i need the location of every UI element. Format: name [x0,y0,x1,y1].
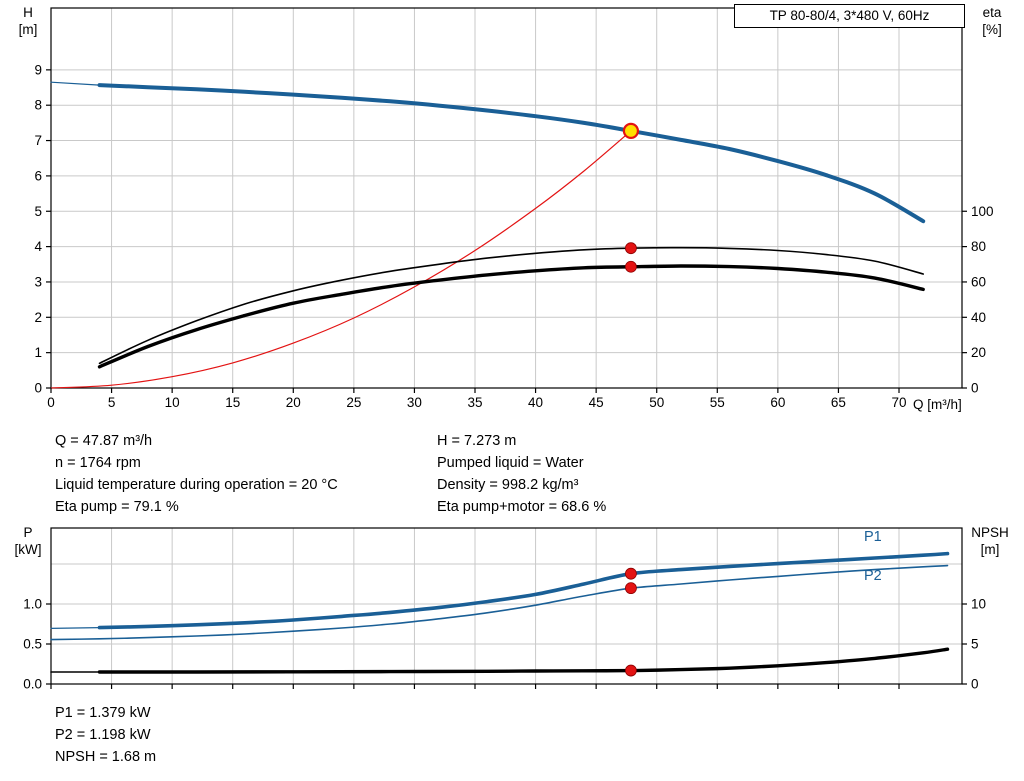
x-tick-label: 5 [108,395,116,410]
x-tick-label: 15 [225,395,240,410]
eta-pump-dot-marker [625,242,637,255]
plot-frame [50,7,963,389]
x-tick-label: 55 [710,395,725,410]
x-tick-label: 35 [467,395,482,410]
y-tick-label-left: 6 [34,168,42,183]
p1-curve-label: P1 [864,529,882,545]
y-tick-label-left: 0.0 [23,677,42,692]
curve-p2-curve [50,564,949,641]
y-tick-label-right: 80 [971,239,986,254]
duty-point-marker[interactable] [622,122,640,140]
y-tick-label-left: 4 [34,239,42,254]
y-tick-label-left: 0.5 [23,637,42,652]
p1-dot-marker [625,567,637,580]
info-speed: n = 1764 rpm [55,455,141,471]
y-tick-label-right: 40 [971,310,986,325]
y-tick-label-left: 2 [34,310,42,325]
head-axis-title: H [m] [8,4,48,38]
x-tick-label: 60 [770,395,785,410]
npsh-axis-title-unit: [m] [980,542,1000,557]
x-tick-label: 25 [346,395,361,410]
npsh-axis-title: NPSH [m] [960,524,1020,558]
p2-dot-marker [625,582,637,595]
curve-head-curve-lead [50,81,101,86]
x-tick-label: 50 [649,395,664,410]
y-tick-label-left: 1.0 [23,597,42,612]
x-tick-label: 65 [831,395,846,410]
power-axis-title: P [kW] [8,524,48,558]
plot-frame [50,527,963,685]
power-result-block: P1 = 1.379 kW P2 = 1.198 kW NPSH = 1.68 … [55,702,156,768]
y-tick-label-left: 1 [34,345,42,360]
curve-eta-pump-motor-curve [97,264,925,369]
eta-axis-title-unit: [%] [982,22,1002,37]
x-tick-label: 20 [286,395,301,410]
info-liquid-temperature: Liquid temperature during operation = 20… [55,477,338,493]
y-tick-label-right: 100 [971,204,994,219]
x-tick-label: 40 [528,395,543,410]
duty-info-right-column: H = 7.273 m Pumped liquid = Water Densit… [437,430,606,518]
x-tick-label: 0 [47,395,55,410]
y-tick-label-right: 5 [971,637,979,652]
duty-info-left-column: Q = 47.87 m³/h n = 1764 rpm Liquid tempe… [55,430,338,518]
flow-axis-title: Q [m³/h] [913,397,962,412]
info-pumped-liquid: Pumped liquid = Water [437,455,584,471]
result-p1: P1 = 1.379 kW [55,705,151,721]
npsh-axis-title-symbol: NPSH [971,525,1009,540]
y-tick-label-right: 20 [971,345,986,360]
eta-axis-title: eta [%] [970,4,1014,38]
eta-pump-motor-dot-marker [625,260,637,273]
x-tick-label: 30 [407,395,422,410]
y-tick-label-right: 0 [971,677,979,692]
y-tick-label-left: 8 [34,98,42,113]
y-tick-label-left: 3 [34,274,42,289]
pump-model-box: TP 80-80/4, 3*480 V, 60Hz [734,4,965,28]
x-tick-label: 10 [165,395,180,410]
info-density: Density = 998.2 kg/m³ [437,477,579,493]
eta-axis-title-symbol: eta [982,5,1002,20]
curve-head-curve [97,83,926,224]
head-axis-title-symbol: H [23,5,33,20]
p2-curve-label: P2 [864,568,882,584]
y-tick-label-right: 10 [971,597,986,612]
y-tick-label-left: 9 [34,62,42,77]
curve-npsh-curve [97,647,950,674]
curve-p1-curve [97,551,950,630]
curve-eta-pump-curve [98,246,924,365]
npsh-dot-marker [625,664,637,677]
info-flow: Q = 47.87 m³/h [55,433,153,449]
curve-p1-curve-lead [50,627,101,629]
head-axis-title-unit: [m] [18,22,38,37]
x-tick-label: 45 [589,395,604,410]
y-tick-label-left: 7 [34,133,42,148]
y-tick-label-left: 0 [34,381,42,396]
info-eta-pump: Eta pump = 79.1 % [55,499,179,515]
result-npsh: NPSH = 1.68 m [55,749,157,765]
power-axis-title-symbol: P [23,525,33,540]
info-head: H = 7.273 m [437,433,517,449]
info-eta-pump-motor: Eta pump+motor = 68.6 % [437,499,607,515]
power-axis-title-unit: [kW] [14,542,42,557]
y-tick-label-left: 5 [34,204,42,219]
y-tick-label-right: 60 [971,274,986,289]
x-tick-label: 70 [891,395,906,410]
curve-system-curve [50,130,632,389]
result-p2: P2 = 1.198 kW [55,727,151,743]
y-tick-label-right: 0 [971,381,979,396]
